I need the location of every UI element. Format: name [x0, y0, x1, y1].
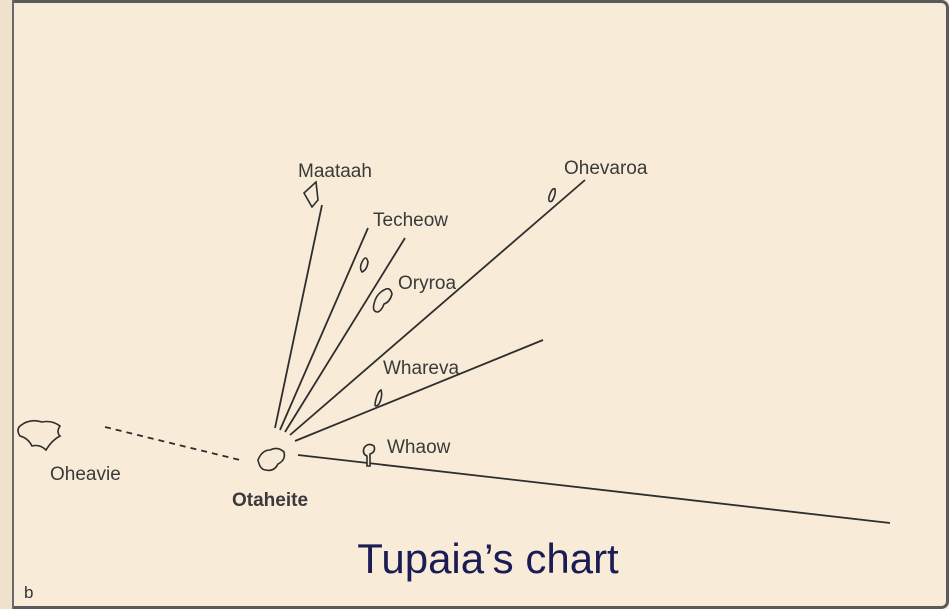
label-oryroa: Oryroa — [398, 273, 457, 294]
island-oheavie — [17, 419, 62, 452]
line-oheavie — [104, 426, 241, 461]
label-whareva: Whareva — [383, 358, 459, 379]
panel-label: b — [24, 583, 33, 602]
island-whareva — [374, 388, 383, 407]
line-whareva — [294, 339, 544, 442]
island-otaheite — [257, 447, 286, 472]
islands — [17, 180, 556, 472]
left-strip — [0, 0, 14, 609]
label-maataah: Maataah — [298, 161, 372, 182]
island-maataah — [302, 180, 319, 209]
bearing-lines — [104, 179, 891, 524]
caption: Tupaia’s chart — [357, 535, 619, 582]
line-ohevaroa — [289, 179, 586, 436]
island-ohevaroa — [548, 187, 556, 203]
label-whaow: Whaow — [387, 437, 451, 458]
line-oryroa — [284, 237, 406, 433]
label-techeow: Techeow — [373, 210, 448, 231]
line-techeow — [279, 227, 369, 431]
island-oryroa — [372, 287, 393, 313]
island-techeow — [359, 257, 369, 273]
line-maataah — [274, 204, 323, 429]
island-whaow — [362, 443, 376, 467]
label-oheavie: Oheavie — [50, 464, 121, 485]
label-otaheite: Otaheite — [232, 490, 308, 511]
label-ohevaroa: Ohevaroa — [564, 158, 648, 179]
line-whaow — [297, 454, 891, 524]
